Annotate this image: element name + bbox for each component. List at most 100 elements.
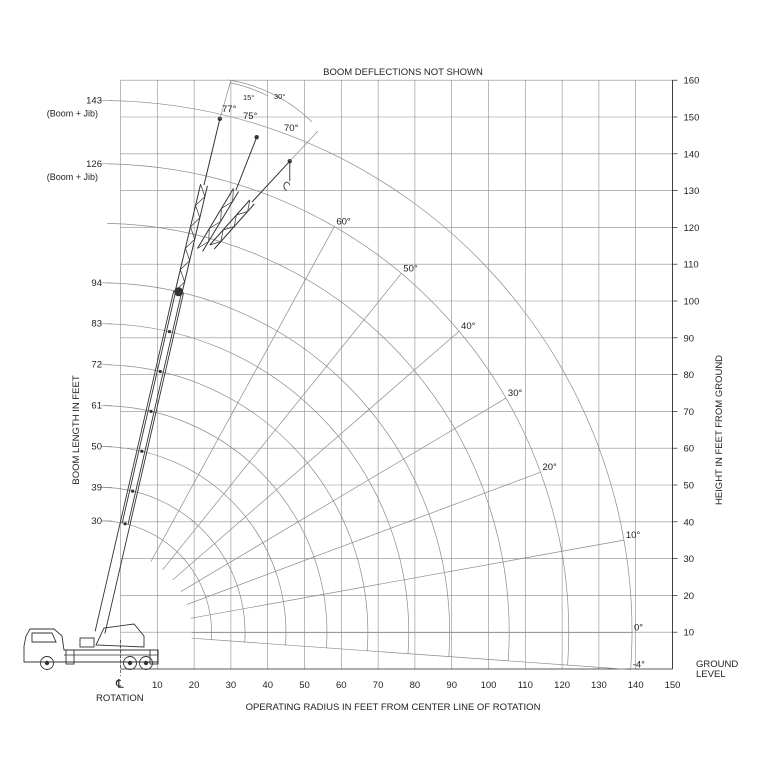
height-tick-label: 80 bbox=[684, 370, 695, 381]
boom-angle-ray bbox=[186, 471, 541, 605]
x-tick-label: 100 bbox=[481, 680, 497, 691]
boom-lacing bbox=[175, 184, 206, 292]
boom-length-arc bbox=[106, 282, 450, 657]
jib-angle-label: 70° bbox=[284, 123, 299, 134]
boom-chord bbox=[174, 184, 202, 292]
boom-angle-ray bbox=[180, 397, 507, 592]
boom-length-arc bbox=[103, 405, 328, 649]
boom-length-label: 72 bbox=[91, 360, 102, 371]
jib-angle-label: 77° bbox=[222, 104, 237, 115]
centerline-symbol: ℄ bbox=[115, 677, 124, 691]
x-tick-label: 70 bbox=[373, 680, 384, 691]
centerline-rotation-label: ROTATION bbox=[96, 693, 144, 704]
x-tick-label: 30 bbox=[226, 680, 237, 691]
boom-section-joint bbox=[167, 330, 172, 334]
x-tick-label: 40 bbox=[262, 680, 273, 691]
truck-cab-body bbox=[23, 628, 159, 663]
x-tick-label: 90 bbox=[446, 680, 457, 691]
boom-length-label: 126 bbox=[86, 159, 102, 170]
boom-length-arc bbox=[103, 446, 287, 646]
height-tick-label: 160 bbox=[684, 76, 700, 87]
boom-section-joint bbox=[158, 369, 162, 374]
boom-length-arc bbox=[105, 323, 410, 655]
boom-angle-label: 0° bbox=[634, 623, 643, 634]
jib-extension bbox=[235, 137, 258, 191]
boom-length-arc bbox=[101, 520, 212, 641]
boom-angle-label: 10° bbox=[626, 530, 641, 541]
height-tick-label: 20 bbox=[684, 591, 695, 602]
boom-length-arc bbox=[104, 364, 369, 652]
left-axis-label: BOOM LENGTH IN FEET bbox=[71, 375, 82, 484]
boom-length-label: 50 bbox=[91, 442, 102, 453]
wheel-hub bbox=[127, 660, 133, 666]
boom-lacing bbox=[197, 188, 234, 249]
height-tick-label: 140 bbox=[684, 149, 700, 160]
height-tick-label: 30 bbox=[684, 554, 695, 565]
jib-extension bbox=[251, 160, 291, 203]
wheel-icon bbox=[123, 656, 137, 670]
height-tick-label: 100 bbox=[684, 297, 700, 308]
diagram-title: BOOM DEFLECTIONS NOT SHOWN bbox=[323, 67, 483, 78]
jib-offset-label: 15° bbox=[243, 93, 254, 102]
cab-window-icon bbox=[31, 632, 57, 643]
boom-section-joint bbox=[140, 449, 144, 453]
boom-angle-label: -4° bbox=[633, 660, 645, 671]
boom-length-sublabel: (Boom + Jib) bbox=[47, 109, 98, 119]
truck-deck bbox=[79, 637, 95, 648]
boom-angle-ray bbox=[190, 539, 624, 619]
boom-chord bbox=[196, 188, 234, 249]
boom-length-label: 30 bbox=[91, 516, 102, 527]
jib-tip bbox=[254, 135, 259, 140]
height-tick-label: 60 bbox=[684, 444, 695, 455]
boom-length-label: 83 bbox=[91, 319, 102, 330]
ground-label-line2: LEVEL bbox=[696, 669, 726, 680]
x-tick-label: 60 bbox=[336, 680, 347, 691]
boom-length-label: 143 bbox=[86, 96, 102, 107]
boom-angle-ray bbox=[172, 330, 460, 581]
x-tick-label: 120 bbox=[554, 680, 570, 691]
boom-length-label: 61 bbox=[91, 401, 102, 412]
x-tick-label: 130 bbox=[591, 680, 607, 691]
x-axis-label: OPERATING RADIUS IN FEET FROM CENTER LIN… bbox=[246, 702, 541, 713]
x-tick-label: 110 bbox=[518, 680, 533, 691]
jib-offset-label: 30° bbox=[274, 92, 285, 101]
boom-and-jib-drawing bbox=[94, 79, 319, 634]
jib-angle-label: 75° bbox=[243, 111, 258, 122]
boom-length-label: 39 bbox=[91, 482, 102, 493]
jib-offset-line bbox=[289, 130, 319, 162]
telescopic-boom-edge bbox=[121, 291, 177, 524]
boom-angle-label: 50° bbox=[403, 263, 418, 274]
boom-length-arc bbox=[108, 163, 570, 666]
grid-lines bbox=[120, 79, 678, 670]
x-tick-label: 10 bbox=[152, 680, 163, 691]
height-tick-label: 40 bbox=[684, 517, 695, 528]
outrigger-icon bbox=[149, 649, 159, 665]
jib-extension bbox=[203, 118, 221, 186]
x-tick-label: 20 bbox=[189, 680, 200, 691]
wheel-hub bbox=[44, 660, 50, 666]
jib-offset-line bbox=[219, 79, 232, 119]
telescopic-boom-edge bbox=[127, 292, 183, 525]
telescopic-boom-edge bbox=[104, 292, 184, 634]
height-tick-label: 120 bbox=[684, 223, 700, 234]
telescopic-boom-edge bbox=[94, 290, 175, 632]
boom-angle-label: 30° bbox=[508, 388, 523, 399]
x-tick-label: 80 bbox=[410, 680, 421, 691]
outrigger-icon bbox=[65, 649, 75, 665]
boom-angle-label: 40° bbox=[461, 321, 476, 332]
x-tick-label: 150 bbox=[665, 680, 681, 691]
height-tick-label: 150 bbox=[684, 113, 700, 124]
boom-length-sublabel: (Boom + Jib) bbox=[47, 172, 98, 182]
boom-angle-ray bbox=[191, 637, 631, 670]
height-tick-label: 70 bbox=[684, 407, 695, 418]
height-tick-label: 130 bbox=[684, 186, 700, 197]
boom-angle-ray bbox=[162, 273, 402, 571]
jib-offset-arc bbox=[230, 82, 269, 97]
height-tick-label: 110 bbox=[684, 260, 699, 271]
boom-chord bbox=[209, 199, 251, 246]
height-tick-label: 90 bbox=[684, 333, 695, 344]
right-axis-label: HEIGHT IN FEET FROM GROUND bbox=[714, 355, 725, 505]
x-tick-label: 140 bbox=[628, 680, 644, 691]
boom-chord bbox=[181, 185, 208, 293]
